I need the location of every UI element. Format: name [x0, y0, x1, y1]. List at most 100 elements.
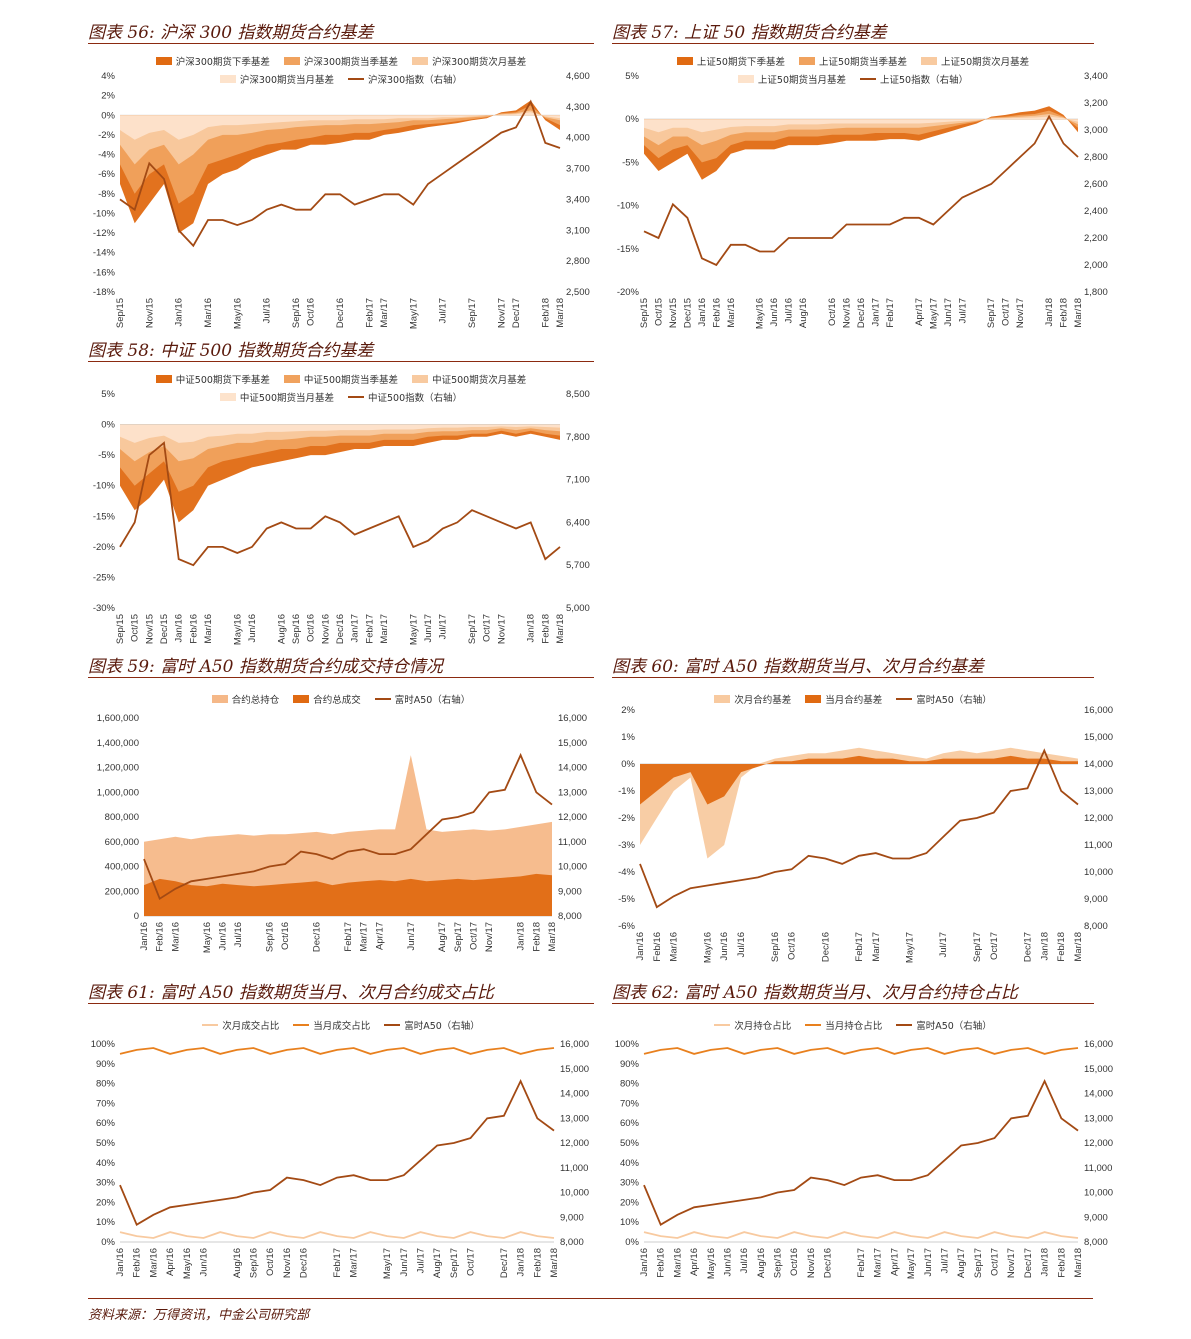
x-tick-label: Jan/17 [350, 614, 361, 643]
left-tick-label: 50% [620, 1138, 640, 1149]
right-tick-label: 10,000 [558, 862, 587, 873]
x-tick-label: Sep/17 [972, 932, 983, 962]
legend-item: 上证50指数（右轴） [860, 72, 968, 86]
right-tick-label: 15,000 [558, 738, 587, 749]
chart-legend: 次月成交占比 当月成交占比 富时A50（右轴） [88, 1018, 594, 1036]
x-tick-label: Mar/17 [359, 922, 370, 952]
x-tick-label: Feb/17 [364, 614, 375, 644]
legend-swatch [896, 1024, 913, 1026]
x-tick-label: Feb/18 [1059, 298, 1070, 328]
x-tick-label: Jul/17 [957, 298, 968, 323]
legend-label: 上证50期货次月基差 [941, 57, 1030, 68]
x-tick-label: May/16 [702, 932, 713, 963]
x-tick-label: Oct/17 [482, 614, 493, 642]
series-line [643, 1231, 1079, 1239]
right-tick-label: 15,000 [1084, 1064, 1113, 1075]
x-tick-label: Nov/17 [496, 298, 507, 328]
x-tick-label: May/17 [905, 932, 916, 963]
x-tick-label: Dec/17 [1023, 932, 1034, 962]
right-tick-label: 7,100 [566, 475, 590, 486]
series-line [643, 114, 1079, 267]
left-tick-label: 80% [620, 1079, 640, 1090]
x-tick-label: Jun/17 [923, 1248, 934, 1277]
legend-swatch [219, 75, 236, 83]
right-tick-label: 2,500 [566, 287, 590, 298]
legend-item: 次月合约基差 [714, 692, 791, 706]
x-tick-label: Sep/17 [986, 298, 997, 328]
chart-title: 图表 60: 富时 A50 指数期货当月、次月合约基差 [612, 657, 984, 677]
x-tick-label: Apr/17 [914, 298, 925, 326]
left-tick-label: -4% [618, 867, 635, 878]
x-tick-label: Nov/16 [806, 1248, 817, 1278]
x-tick-label: Sep/16 [770, 932, 781, 962]
x-tick-label: Dec/17 [1023, 1248, 1034, 1278]
x-tick-label: Nov/17 [1006, 1248, 1017, 1278]
legend-swatch [348, 78, 364, 80]
left-tick-label: -16% [93, 267, 116, 278]
right-tick-label: 10,000 [1084, 867, 1113, 878]
right-tick-label: 14,000 [558, 763, 587, 774]
legend-item: 富时A50（右轴） [896, 692, 992, 706]
x-tick-label: Sep/16 [249, 1248, 260, 1278]
x-tick-label: Aug/16 [232, 1248, 243, 1278]
x-tick-label: Feb/16 [132, 1248, 143, 1278]
legend-swatch [374, 698, 391, 700]
x-tick-label: Nov/17 [1015, 298, 1026, 328]
x-tick-label: Feb/18 [1056, 932, 1067, 962]
x-tick-label: Jan/18 [1040, 1248, 1051, 1277]
right-tick-label: 16,000 [560, 1039, 589, 1050]
legend-label: 富时A50（右轴） [394, 695, 471, 706]
left-tick-label: 2% [621, 705, 635, 716]
right-tick-label: 4,000 [566, 133, 590, 144]
right-tick-label: 12,000 [1084, 1138, 1113, 1149]
x-tick-label: Feb/17 [854, 932, 865, 962]
left-tick-label: -2% [618, 813, 635, 824]
x-tick-label: Sep/17 [449, 1248, 460, 1278]
x-tick-label: Nov/16 [842, 298, 853, 328]
left-tick-label: 5% [625, 71, 639, 82]
x-tick-label: May/17 [928, 298, 939, 329]
x-tick-label: Dec/16 [823, 1248, 834, 1278]
series-area [144, 873, 552, 916]
right-tick-label: 12,000 [560, 1138, 589, 1149]
legend-label: 富时A50（右轴） [404, 1021, 480, 1032]
right-tick-label: 9,000 [1084, 894, 1108, 905]
x-tick-label: Jan/18 [516, 922, 527, 951]
left-tick-label: 0% [625, 114, 639, 125]
left-tick-label: 90% [96, 1059, 116, 1070]
right-tick-label: 8,000 [1084, 921, 1108, 932]
x-tick-label: Mar/16 [170, 922, 181, 952]
left-tick-label: -3% [618, 840, 635, 851]
x-tick-label: May/16 [232, 614, 243, 645]
legend-swatch [384, 1024, 401, 1026]
right-tick-label: 14,000 [1084, 759, 1113, 770]
legend-label: 中证500期货次月基差 [432, 375, 527, 386]
right-tick-label: 11,000 [560, 1163, 588, 1174]
x-tick-label: Sep/16 [291, 614, 302, 644]
legend-item: 中证500指数（右轴） [348, 390, 462, 404]
x-tick-label: Mar/18 [1073, 932, 1084, 962]
left-tick-label: -15% [617, 244, 640, 255]
x-tick-label: Dec/16 [335, 614, 346, 644]
x-tick-label: Jan/18 [1044, 298, 1055, 327]
x-tick-label: Dec/17 [511, 298, 522, 328]
x-tick-label: Mar/17 [871, 932, 882, 962]
legend-swatch [293, 1024, 310, 1026]
x-tick-label: Oct/16 [827, 298, 838, 326]
x-tick-label: Oct/17 [466, 1248, 477, 1276]
legend-label: 沪深300指数（右轴） [368, 75, 463, 86]
x-tick-label: Jun/17 [943, 298, 954, 327]
x-tick-label: Mar/16 [672, 1248, 683, 1278]
x-tick-label: Jun/17 [399, 1248, 410, 1277]
x-tick-label: Dec/15 [159, 614, 170, 644]
x-tick-label: Oct/17 [469, 922, 480, 950]
left-tick-label: -5% [98, 450, 115, 461]
left-tick-label: -12% [93, 228, 116, 239]
x-tick-label: Sep/15 [639, 298, 650, 328]
legend-swatch [896, 698, 913, 700]
legend-item: 中证500期货次月基差 [412, 372, 526, 386]
x-tick-label: Oct/16 [306, 298, 317, 326]
legend-item: 富时A50（右轴） [384, 1018, 480, 1032]
x-tick-label: May/17 [382, 1248, 393, 1279]
x-tick-label: Aug/16 [756, 1248, 767, 1278]
